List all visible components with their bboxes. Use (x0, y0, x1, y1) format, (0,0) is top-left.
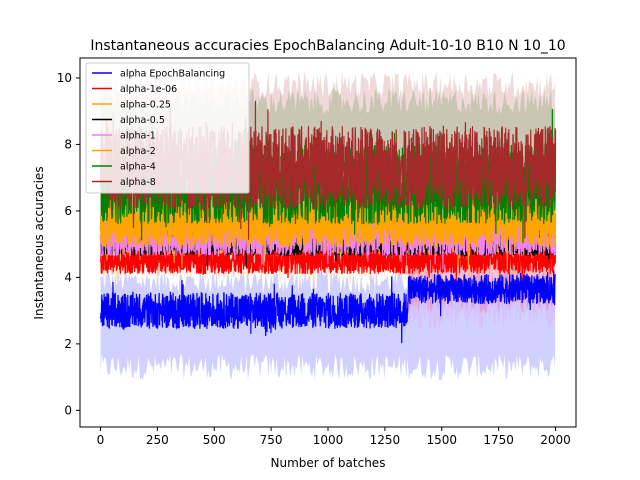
x-tick-label-3: 750 (260, 433, 283, 447)
x-tick-label-7: 1750 (483, 433, 514, 447)
legend-box (85, 62, 250, 194)
x-tick-label-8: 2000 (540, 433, 571, 447)
legend-label-4: alpha-1 (120, 131, 156, 142)
y-tick-label-5: 10 (57, 71, 72, 85)
legend-label-0: alpha EpochBalancing (120, 69, 225, 80)
legend: alpha EpochBalancing alpha-1e-06 alpha-0.2… (85, 62, 250, 194)
x-axis: 0 250 500 750 1000 1250 1500 1750 2000 (97, 427, 571, 447)
x-axis-label: Number of batches (271, 456, 386, 470)
x-tick-label-2: 500 (203, 433, 226, 447)
y-tick-label-2: 4 (64, 270, 72, 284)
x-tick-label-6: 1500 (426, 433, 457, 447)
series-line-0 (99, 270, 556, 344)
x-tick-label-5: 1250 (370, 433, 401, 447)
x-tick-label-4: 1000 (313, 433, 344, 447)
legend-label-3: alpha-0.5 (120, 115, 165, 126)
legend-label-1: alpha-1e-06 (120, 84, 177, 95)
y-axis: 0 2 4 6 8 10 (57, 71, 80, 417)
y-tick-label-0: 0 (64, 403, 72, 417)
y-tick-label-1: 2 (64, 337, 72, 351)
y-axis-label: Instantaneous accuracies (32, 166, 46, 319)
plot-area (99, 71, 557, 381)
x-tick-label-0: 0 (97, 433, 105, 447)
chart-title: Instantaneous accuracies EpochBalancing … (90, 38, 565, 54)
legend-label-5: alpha-2 (120, 146, 156, 157)
y-tick-label-3: 6 (64, 204, 72, 218)
legend-label-7: alpha-8 (120, 177, 156, 188)
legend-label-2: alpha-0.25 (120, 100, 171, 111)
y-tick-label-4: 8 (64, 137, 72, 151)
legend-label-6: alpha-4 (120, 162, 156, 173)
x-tick-label-1: 250 (146, 433, 169, 447)
